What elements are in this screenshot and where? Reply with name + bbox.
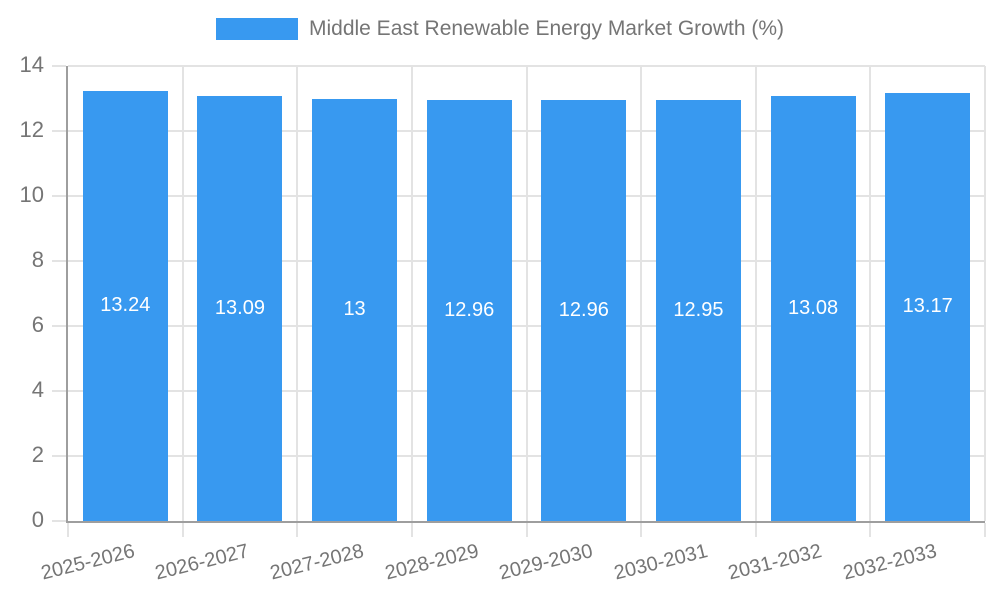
x-tick-label: 2026-2027 [153,540,252,585]
y-axis-tick [52,390,66,392]
x-axis-tick [410,523,413,537]
y-tick-label: 6 [31,312,44,337]
x-axis-tick [525,523,528,537]
x-axis-tick [640,523,643,537]
bar[interactable]: 12.96 [426,99,512,521]
x-tick-label: 2031-2032 [726,540,825,585]
x-tick-label: 2027-2028 [267,540,366,585]
gridline-vertical [984,66,986,521]
bar-value-label: 12.96 [444,298,495,321]
x-axis-tick [869,523,872,537]
bar-value-label: 13.09 [214,296,265,319]
y-tick-label: 0 [31,507,44,532]
x-axis-tick [181,523,184,537]
x-axis-tick [984,523,986,537]
y-axis-tick [52,195,66,197]
bar[interactable]: 13.17 [885,92,971,521]
gridline-vertical [181,66,184,521]
gridline-vertical [296,66,299,521]
gridline-vertical [869,66,872,521]
bar-value-label: 12.96 [558,298,609,321]
y-tick-label: 12 [19,117,44,142]
x-axis-line [66,521,985,523]
bar[interactable]: 13.09 [197,95,283,521]
bar[interactable]: 13.08 [770,95,856,521]
bar[interactable]: 13 [312,98,398,521]
y-tick-label: 2 [31,442,44,467]
gridline-vertical [754,66,757,521]
plot-area: 0 2 4 6 8 10 12 14 13.24 13.09 13 12.96 12.96 12.95 13… [20,52,986,584]
bar[interactable]: 13.24 [82,90,168,521]
bar-value-label: 13 [343,298,366,321]
x-tick-label: 2029-2030 [496,540,596,585]
legend-label: Middle East Renewable Energy Market Grow… [308,17,785,40]
x-axis-tick [296,523,299,537]
gridline-vertical [525,66,528,521]
gridline-vertical [410,66,413,521]
y-tick-label: 10 [19,182,44,207]
x-tick-label: 2032-2033 [840,540,940,585]
bar-value-label: 13.24 [100,294,151,317]
y-tick-label: 4 [31,377,44,402]
y-axis-tick [52,325,66,327]
bar[interactable]: 12.95 [655,100,741,521]
y-axis-tick [52,130,66,132]
y-tick-label: 14 [19,52,44,77]
x-tick-label: 2025-2026 [38,540,137,585]
y-tick-label: 8 [31,247,44,272]
gridline-vertical [640,66,643,521]
y-axis-line [66,66,68,521]
y-axis-tick [52,65,66,67]
x-axis-tick [754,523,757,537]
y-axis-tick [52,520,66,522]
bar-value-label: 12.95 [673,299,724,322]
bar[interactable]: 12.96 [541,99,627,521]
legend-swatch [215,18,298,40]
y-axis-tick [52,455,66,457]
bar-value-label: 13.08 [788,296,839,319]
x-axis-tick [67,523,69,537]
legend-item[interactable]: Middle East Renewable Energy Market Grow… [0,14,1000,44]
x-tick-label: 2030-2031 [611,540,710,585]
bar-value-label: 13.17 [902,295,953,318]
x-tick-label: 2028-2029 [382,540,481,585]
y-axis-tick [52,260,66,262]
